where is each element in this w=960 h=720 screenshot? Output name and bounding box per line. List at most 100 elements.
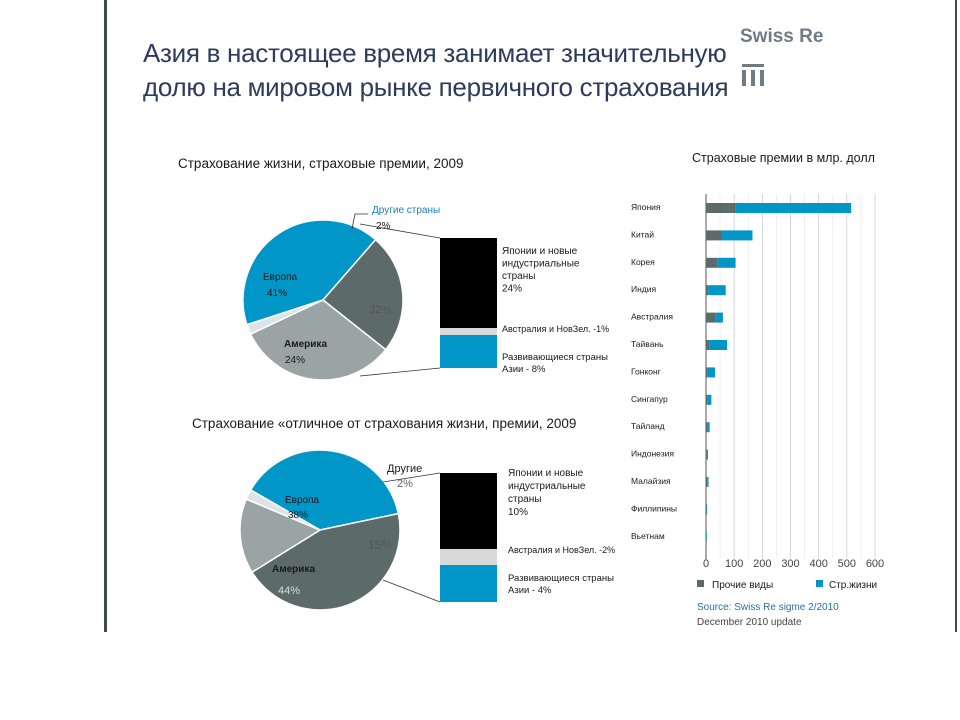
pie-slice	[249, 299, 387, 381]
bar-segment	[706, 285, 709, 296]
slice-label: Другие	[387, 463, 422, 475]
x-tick-label: 100	[725, 558, 743, 570]
breakdown-label: Австралия и НовЗел. -2%	[508, 545, 615, 555]
bar-category-label: Филлипины	[631, 503, 677, 513]
bar-segment	[735, 203, 852, 213]
legend-swatch	[697, 580, 704, 587]
pie-slice	[245, 299, 324, 336]
life-pie-title: Страхование жизни, страховые премии, 200…	[178, 156, 464, 171]
slide-title: Азия в настоящее время занимает значител…	[143, 38, 729, 102]
slice-label: 41%	[267, 288, 287, 299]
bar-category-label: Индия	[631, 284, 657, 294]
pie-slice	[239, 498, 322, 574]
bar-segment	[706, 449, 708, 460]
bar-category-label: Сингапур	[631, 394, 668, 404]
bar-category-label: Тайвань	[631, 339, 664, 349]
breakdown-label: 24%	[502, 284, 522, 295]
x-tick-label: 0	[703, 558, 709, 570]
bar-category-label: Индонезия	[631, 449, 674, 459]
pie-slice	[321, 238, 404, 351]
breakdown-bar	[440, 328, 497, 335]
bar-segment	[706, 312, 716, 323]
breakdown-label: Развивающиеся страны	[502, 352, 608, 363]
bar-chart-title: Страховые премии в млр. долл	[692, 151, 875, 165]
bar-segment	[715, 312, 723, 323]
breakdown-label: Австралия и НовЗел. -1%	[502, 324, 609, 334]
bar-segment	[706, 449, 707, 460]
bar-segment	[706, 367, 708, 378]
chart-update: December 2010 update	[697, 617, 802, 628]
slice-label: Америка	[272, 564, 315, 575]
bar-segment	[706, 340, 710, 350]
breakdown-label: Азии - 4%	[508, 585, 552, 596]
bar-category-label: Гонконг	[631, 366, 661, 376]
breakdown-label: страны	[502, 271, 535, 282]
bar-category-label: Корея	[631, 257, 655, 267]
slice-label: Америка	[284, 339, 327, 350]
callout-line	[351, 213, 368, 230]
chart-source: Source: Swiss Re sigme 2/2010	[697, 602, 839, 613]
bar-segment	[706, 422, 708, 433]
legend-label: Прочие виды	[712, 580, 773, 591]
bar-segment	[706, 257, 718, 268]
slide-left-border	[104, 0, 107, 632]
slice-label: 38%	[288, 510, 308, 521]
breakdown-bar	[440, 335, 497, 368]
breakdown-label: индустриальные	[508, 481, 586, 492]
slice-label: Европа	[263, 272, 298, 283]
breakdown-bar	[440, 473, 497, 549]
bar-segment	[706, 504, 708, 515]
slice-label: 2%	[376, 221, 391, 232]
bar-category-label: Австралия	[631, 312, 673, 322]
bar-category-label: Япония	[631, 202, 661, 212]
breakdown-label: 10%	[508, 507, 528, 518]
connector-line	[382, 472, 441, 483]
bar-segment	[721, 230, 753, 241]
breakdown-label: Развивающиеся страны	[508, 573, 614, 584]
slice-label: Другие страны	[372, 205, 440, 216]
breakdown-label: Азии - 8%	[502, 364, 546, 375]
pie-slice	[245, 488, 321, 531]
x-tick-label: 200	[753, 558, 771, 570]
brand-name: Swiss Re	[740, 26, 824, 47]
slice-label: 44%	[278, 585, 300, 597]
legend-label: Стр.жизни	[829, 580, 877, 591]
bar-segment	[706, 230, 722, 241]
slice-label: 2%	[397, 478, 413, 490]
bar-segment	[706, 531, 707, 542]
breakdown-label: индустриальные	[502, 259, 580, 270]
slice-value: 32%	[369, 304, 391, 316]
bar-segment	[707, 394, 712, 405]
slide-right-border	[955, 0, 957, 632]
bar-segment	[706, 504, 707, 515]
x-tick-label: 500	[838, 558, 856, 570]
legend-swatch	[816, 580, 823, 587]
breakdown-bar	[440, 565, 497, 602]
bar-category-label: Тайланд	[631, 421, 665, 431]
x-tick-label: 600	[866, 558, 884, 570]
x-tick-label: 300	[781, 558, 799, 570]
breakdown-bar	[440, 238, 497, 328]
bar-category-label: Вьетнам	[631, 531, 665, 541]
breakdown-label: Японии и новые	[502, 246, 578, 257]
nonlife-pie-title: Страхование «отличное от страхования жиз…	[192, 416, 577, 431]
breakdown-label: страны	[508, 494, 541, 505]
bar-segment	[706, 394, 708, 405]
bar-segment	[708, 285, 726, 296]
bar-segment	[706, 531, 707, 542]
connector-line	[382, 579, 441, 603]
bar-segment	[706, 203, 736, 213]
pie-slice	[250, 512, 401, 611]
bar-segment	[709, 340, 728, 350]
x-tick-label: 400	[809, 558, 827, 570]
breakdown-bar	[440, 549, 497, 565]
connector-line	[359, 367, 441, 377]
bar-category-label: Китай	[631, 229, 654, 239]
slice-label: 24%	[285, 355, 305, 366]
slice-value: 15%	[368, 538, 392, 552]
bar-segment	[707, 367, 716, 378]
bar-segment	[707, 477, 709, 487]
slice-label: Европа	[285, 495, 320, 506]
bar-category-label: Малайзия	[631, 476, 671, 486]
